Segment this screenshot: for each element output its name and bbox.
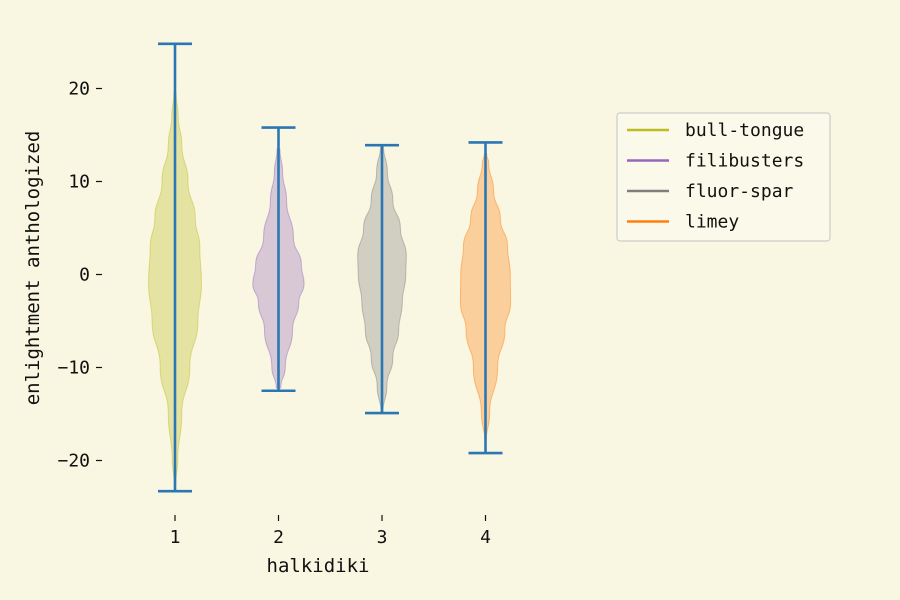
legend: bull-tongue filibusters fluor-spar limey — [616, 112, 831, 242]
y-tick-label: 10 — [68, 172, 90, 193]
legend-label-fluor-spar: fluor-spar — [685, 181, 794, 202]
x-tick-label: 1 — [170, 527, 181, 548]
legend-label-bull-tongue: bull-tongue — [685, 120, 804, 141]
y-axis-title: enlightment anthologized — [22, 131, 44, 406]
x-tick-label: 4 — [480, 527, 491, 548]
legend-label-filibusters: filibusters — [685, 151, 804, 172]
y-tick-label: 20 — [68, 79, 90, 100]
y-tick-label: −10 — [57, 358, 90, 379]
x-tick-label: 2 — [273, 527, 284, 548]
y-axis: 20 10 0 −10 −20 — [57, 79, 102, 472]
x-axis: 1 2 3 4 — [170, 515, 491, 548]
plot-area — [147, 42, 512, 493]
y-tick-label: −20 — [57, 451, 90, 472]
y-tick-label: 0 — [79, 265, 90, 286]
x-tick-label: 3 — [377, 527, 388, 548]
legend-label-limey: limey — [685, 212, 739, 233]
legend-frame — [616, 112, 831, 242]
x-axis-title: halkidiki — [267, 555, 370, 577]
